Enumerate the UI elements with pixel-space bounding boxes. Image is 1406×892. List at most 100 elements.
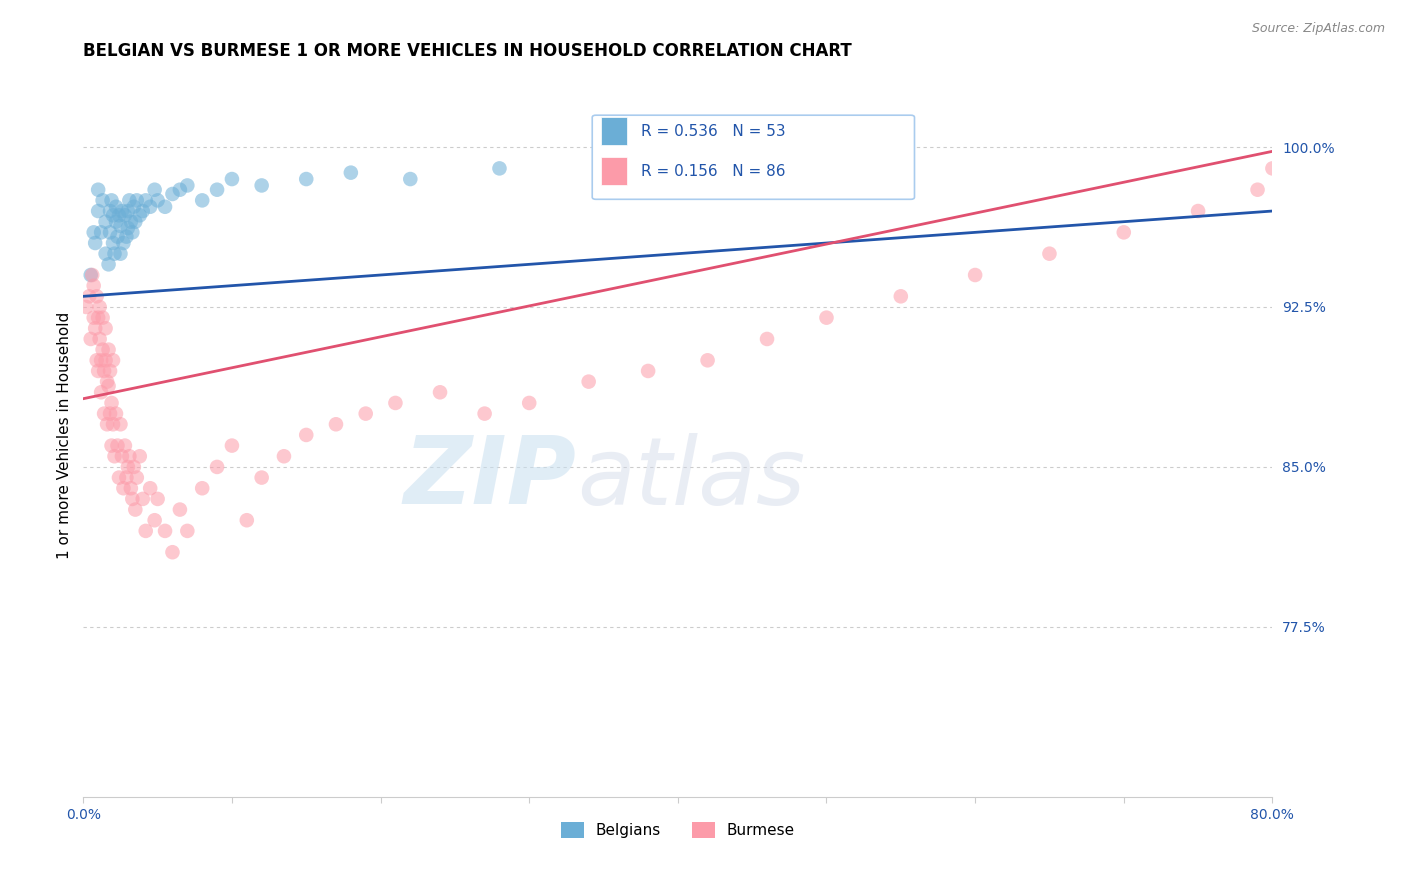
Point bbox=[87, 310, 110, 325]
Point bbox=[117, 459, 139, 474]
Point bbox=[108, 470, 131, 484]
Point bbox=[110, 246, 132, 260]
Point bbox=[75, 300, 97, 314]
Point bbox=[815, 310, 838, 325]
Point bbox=[90, 353, 112, 368]
Point bbox=[98, 225, 121, 239]
Point bbox=[84, 321, 107, 335]
Point bbox=[124, 215, 146, 229]
Point bbox=[97, 343, 120, 357]
Point bbox=[107, 439, 129, 453]
Point bbox=[221, 172, 243, 186]
Point bbox=[1038, 246, 1060, 260]
Point bbox=[340, 166, 363, 180]
Point bbox=[83, 225, 105, 239]
Point bbox=[890, 289, 912, 303]
Point bbox=[90, 225, 112, 239]
Point bbox=[94, 353, 117, 368]
Point bbox=[97, 379, 120, 393]
Point bbox=[132, 491, 155, 506]
Point bbox=[965, 268, 987, 282]
Point bbox=[100, 439, 122, 453]
Point bbox=[77, 289, 100, 303]
Point bbox=[1261, 161, 1284, 176]
Point bbox=[146, 194, 169, 208]
Point bbox=[399, 172, 422, 186]
Point bbox=[122, 200, 145, 214]
Point bbox=[221, 439, 243, 453]
Point bbox=[191, 481, 214, 495]
Point bbox=[125, 470, 148, 484]
Point bbox=[104, 407, 127, 421]
Point bbox=[1320, 172, 1343, 186]
FancyBboxPatch shape bbox=[600, 157, 627, 185]
Legend: Belgians, Burmese: Belgians, Burmese bbox=[554, 816, 801, 844]
Point bbox=[120, 215, 142, 229]
Text: R = 0.536   N = 53: R = 0.536 N = 53 bbox=[641, 124, 786, 138]
Point bbox=[1112, 225, 1135, 239]
Point bbox=[93, 364, 115, 378]
Point bbox=[205, 459, 228, 474]
Point bbox=[115, 229, 138, 244]
Point bbox=[115, 470, 138, 484]
Point bbox=[104, 200, 127, 214]
Point bbox=[83, 278, 105, 293]
Point bbox=[118, 194, 141, 208]
Point bbox=[93, 407, 115, 421]
Point bbox=[112, 235, 135, 250]
Point bbox=[86, 289, 108, 303]
Point bbox=[637, 364, 659, 378]
Point bbox=[1291, 140, 1313, 154]
Point bbox=[80, 268, 103, 282]
Text: atlas: atlas bbox=[576, 433, 806, 524]
Point bbox=[273, 450, 295, 464]
Point bbox=[139, 481, 162, 495]
FancyBboxPatch shape bbox=[592, 115, 914, 199]
Point bbox=[135, 194, 157, 208]
Point bbox=[94, 246, 117, 260]
Point bbox=[169, 502, 191, 516]
Point bbox=[162, 545, 184, 559]
Point bbox=[191, 194, 214, 208]
Point bbox=[578, 375, 600, 389]
Point bbox=[143, 513, 166, 527]
Point bbox=[121, 491, 143, 506]
Text: R = 0.156   N = 86: R = 0.156 N = 86 bbox=[641, 163, 786, 178]
Point bbox=[474, 407, 496, 421]
Point bbox=[100, 396, 122, 410]
Point bbox=[87, 183, 110, 197]
Point bbox=[139, 200, 162, 214]
Point bbox=[86, 353, 108, 368]
Point bbox=[101, 353, 124, 368]
Point bbox=[125, 194, 148, 208]
Point bbox=[120, 481, 142, 495]
Point bbox=[114, 208, 136, 222]
Point bbox=[117, 204, 139, 219]
Point bbox=[295, 428, 318, 442]
Point bbox=[517, 396, 540, 410]
Point bbox=[128, 450, 150, 464]
Point bbox=[114, 439, 136, 453]
Text: BELGIAN VS BURMESE 1 OR MORE VEHICLES IN HOUSEHOLD CORRELATION CHART: BELGIAN VS BURMESE 1 OR MORE VEHICLES IN… bbox=[83, 42, 852, 60]
Point bbox=[90, 385, 112, 400]
Point bbox=[325, 417, 347, 432]
Point bbox=[107, 229, 129, 244]
Point bbox=[98, 204, 121, 219]
Point bbox=[250, 470, 273, 484]
Point bbox=[96, 417, 118, 432]
Point bbox=[91, 310, 114, 325]
Point bbox=[384, 396, 406, 410]
Point bbox=[143, 183, 166, 197]
Point bbox=[756, 332, 779, 346]
Point bbox=[89, 300, 111, 314]
Point bbox=[1246, 183, 1268, 197]
Point bbox=[592, 151, 614, 165]
Point bbox=[488, 161, 510, 176]
Point bbox=[122, 459, 145, 474]
Point bbox=[111, 204, 134, 219]
Point bbox=[132, 204, 155, 219]
Point bbox=[91, 343, 114, 357]
Point bbox=[108, 208, 131, 222]
Point bbox=[176, 178, 198, 193]
Point bbox=[84, 235, 107, 250]
